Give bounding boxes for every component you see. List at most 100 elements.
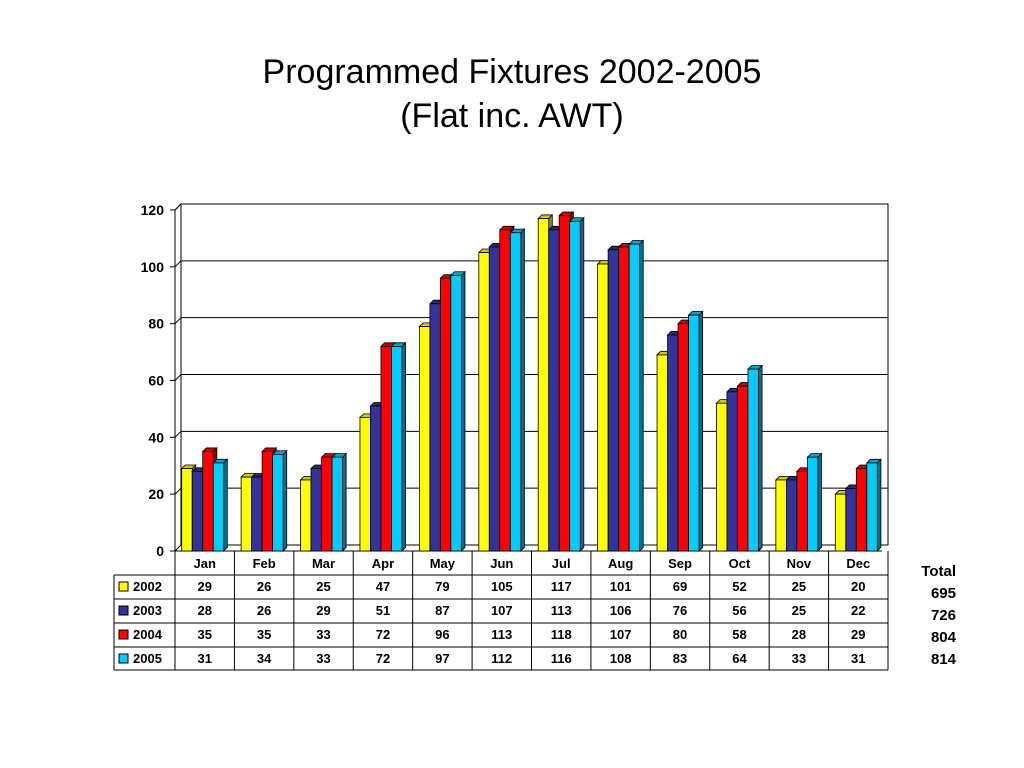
bar-front	[300, 479, 312, 552]
bar	[568, 216, 585, 552]
bar-side	[460, 270, 466, 552]
y-tick-label: 20	[148, 486, 164, 502]
total-2005: 814	[930, 651, 956, 668]
table-value: 76	[673, 603, 687, 618]
bar-side	[817, 452, 822, 552]
table-value: 113	[551, 603, 572, 618]
bar-front	[796, 471, 808, 552]
legend-swatch	[118, 605, 129, 616]
table-value: 35	[257, 627, 271, 642]
gridline-side	[174, 487, 182, 495]
table-value: 58	[732, 627, 746, 642]
table-value: 105	[491, 579, 513, 594]
legend-label: 2003	[133, 603, 162, 618]
bar-front	[866, 462, 878, 552]
bar	[865, 458, 882, 552]
title-line-2: (Flat inc. AWT)	[400, 97, 624, 135]
gridline-side	[174, 317, 182, 325]
table-category-label: Oct	[729, 556, 751, 571]
table-value: 33	[316, 651, 330, 666]
bar-front	[785, 479, 798, 552]
bar-front	[569, 220, 581, 552]
table-value: 29	[197, 579, 211, 594]
legend-label: 2005	[133, 651, 162, 666]
bar-front	[272, 453, 284, 552]
bar-front	[488, 246, 501, 552]
total-2003: 726	[930, 607, 956, 624]
bar-side	[579, 216, 585, 552]
bar-front	[618, 246, 630, 552]
bar-side	[639, 239, 644, 552]
table-value: 112	[491, 651, 512, 666]
bar-side	[342, 452, 347, 552]
bar-front	[370, 405, 382, 552]
total-2004: 804	[930, 629, 956, 646]
bar-front	[380, 345, 392, 552]
table-value: 31	[197, 651, 211, 666]
bar-front	[251, 476, 263, 552]
bar-front	[607, 249, 620, 552]
bar	[806, 452, 823, 552]
title-line-1: Programmed Fixtures 2002-2005	[262, 53, 762, 91]
total-2002: 695	[930, 585, 956, 602]
table-value: 69	[673, 579, 687, 594]
bar-front	[834, 493, 847, 552]
totals-column: Total 695 726 804 814	[900, 561, 956, 671]
legend-swatch	[118, 581, 129, 592]
bar-front	[597, 263, 609, 552]
bar-front	[191, 471, 204, 552]
bar-front	[509, 232, 522, 552]
table-category-label: Dec	[846, 556, 870, 571]
bar-front	[656, 354, 668, 552]
bar-front	[310, 468, 322, 552]
table-value: 25	[792, 603, 806, 618]
bar-side	[876, 458, 882, 552]
y-tick-label: 60	[148, 373, 164, 389]
table-value: 26	[257, 579, 271, 594]
floor-edge	[174, 544, 888, 552]
bar-front	[321, 456, 333, 552]
table-value: 56	[732, 603, 746, 618]
table-value: 34	[257, 651, 272, 666]
table-value: 96	[435, 627, 449, 642]
bar	[509, 228, 526, 552]
table-value: 28	[197, 603, 211, 618]
bar-front	[261, 451, 274, 552]
table-value: 25	[792, 579, 806, 594]
legend-swatch	[118, 629, 129, 640]
table-category-label: Sep	[668, 556, 692, 571]
table-value: 52	[732, 579, 746, 594]
table-value: 35	[197, 627, 211, 642]
table-value: 33	[792, 651, 806, 666]
bar	[687, 310, 704, 552]
bar-front	[737, 385, 749, 552]
bar-side	[520, 228, 525, 552]
bar-front	[429, 303, 441, 552]
bar	[271, 449, 288, 552]
table-value: 28	[792, 627, 806, 642]
table-value: 108	[610, 651, 632, 666]
bar-front	[202, 451, 214, 552]
bar-front	[726, 391, 738, 552]
bar-front	[548, 229, 560, 552]
legend-swatch	[118, 653, 129, 664]
bar	[628, 239, 645, 552]
bar-front	[558, 215, 571, 552]
bar-front	[499, 229, 511, 552]
table-value: 106	[610, 603, 632, 618]
table-value: 72	[376, 651, 390, 666]
bar	[390, 341, 407, 552]
table-value: 25	[316, 579, 330, 594]
table-value: 80	[673, 627, 687, 642]
bar-front	[667, 334, 679, 552]
bar-front	[806, 456, 819, 552]
table-category-label: Mar	[312, 556, 335, 571]
bar-front	[391, 345, 403, 552]
table-value: 29	[316, 603, 330, 618]
y-tick-label: 120	[141, 202, 165, 218]
y-tick-label: 40	[148, 429, 164, 445]
bar-front	[331, 456, 343, 552]
bar-side	[698, 310, 704, 552]
table-value: 116	[551, 651, 572, 666]
